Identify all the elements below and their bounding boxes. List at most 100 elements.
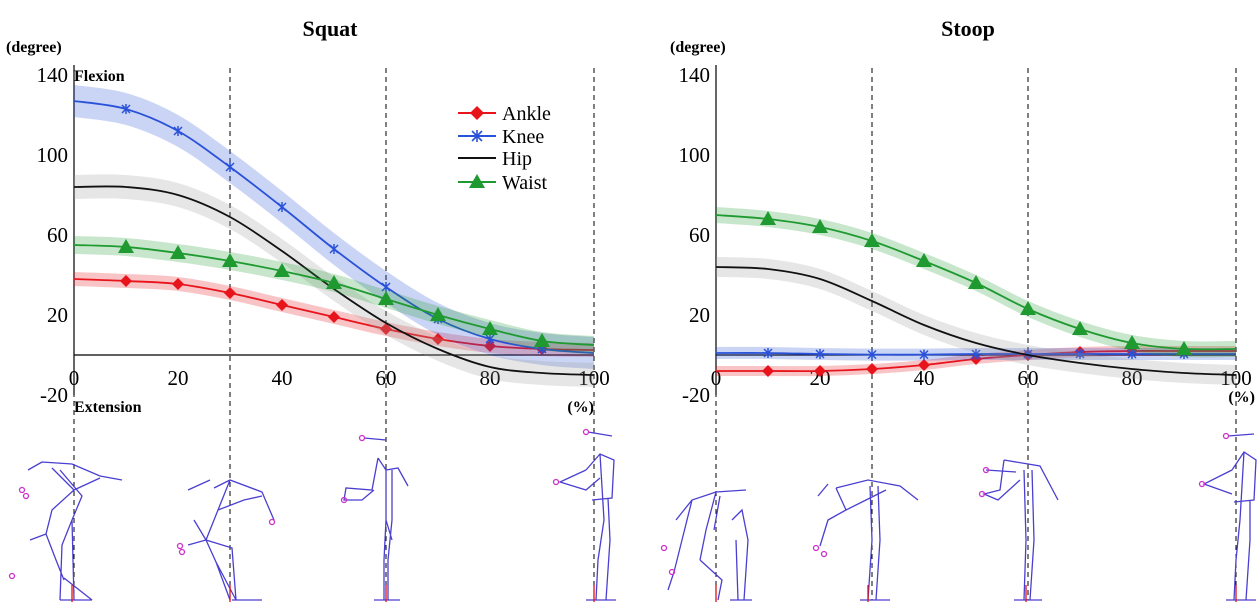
squat-marker-knee-5 bbox=[329, 244, 339, 254]
legend: Ankle Knee Hip Waist bbox=[458, 103, 551, 194]
stoop-series-knee bbox=[715, 346, 1236, 361]
stoop-marker-knee-4 bbox=[919, 349, 929, 360]
stoop-y-tick-2: 60 bbox=[689, 223, 710, 247]
stoop-marker-knee-6 bbox=[1023, 349, 1033, 359]
squat-marker-waist-4 bbox=[274, 263, 290, 277]
squat-marker-ankle-6 bbox=[380, 323, 392, 335]
stoop-y-tick-0: 140 bbox=[679, 63, 711, 87]
stoop-marker-waist-7 bbox=[1072, 321, 1088, 335]
stoop-marker-waist-6 bbox=[1020, 301, 1036, 315]
stoop-x-unit: (%) bbox=[1228, 389, 1255, 406]
stick-figure-stoop-60 bbox=[978, 459, 1059, 602]
stoop-title: Stoop bbox=[941, 16, 995, 41]
squat-y-tick-1: 100 bbox=[37, 143, 69, 167]
squat-marker-knee-6 bbox=[381, 282, 391, 292]
squat-marker-waist-7 bbox=[430, 307, 446, 321]
squat-marker-ankle-7 bbox=[432, 333, 444, 345]
legend-item-waist: Waist bbox=[458, 172, 547, 194]
flexion-label: Flexion bbox=[74, 68, 125, 85]
squat-x-tick-5: 100 bbox=[578, 366, 610, 390]
stick-figure-squat-30 bbox=[176, 479, 276, 602]
squat-marker-knee-1 bbox=[121, 104, 131, 114]
stoop-marker-waist-3 bbox=[864, 233, 880, 247]
legend-label-ankle: Ankle bbox=[502, 103, 551, 125]
squat-x-tick-2: 40 bbox=[272, 366, 293, 390]
legend-item-ankle: Ankle bbox=[458, 103, 551, 125]
stoop-marker-waist-4 bbox=[916, 253, 932, 267]
stoop-marker-knee-3 bbox=[867, 349, 877, 360]
squat-marker-knee-3 bbox=[225, 162, 235, 172]
squat-marker-waist-9 bbox=[534, 333, 550, 347]
squat-marker-ankle-4 bbox=[276, 299, 288, 311]
squat-x-tick-1: 20 bbox=[168, 366, 189, 390]
squat-y-tick-4: -20 bbox=[40, 383, 68, 407]
posture-stick-figures bbox=[8, 428, 1257, 602]
stoop-marker-waist-8 bbox=[1124, 335, 1140, 349]
squat-marker-knee-4 bbox=[277, 202, 287, 212]
stoop-marker-knee-2 bbox=[815, 349, 825, 359]
stoop-marker-knee-7 bbox=[1075, 349, 1085, 359]
squat-x-tick-3: 60 bbox=[376, 366, 397, 390]
legend-label-waist: Waist bbox=[502, 172, 547, 194]
stoop-marker-ankle-1 bbox=[762, 365, 774, 377]
squat-marker-ankle-5 bbox=[328, 311, 340, 323]
stoop-y-tick-4: -20 bbox=[682, 383, 710, 407]
stoop-marker-ankle-3 bbox=[866, 363, 878, 375]
stoop-marker-ankle-4 bbox=[918, 359, 930, 371]
squat-marker-ankle-3 bbox=[224, 287, 236, 299]
stoop-marker-waist-9 bbox=[1176, 341, 1192, 355]
squat-plot: 140 100 60 20 -200 20 40 60 80 100 bbox=[37, 63, 610, 600]
legend-label-hip: Hip bbox=[502, 148, 532, 170]
stick-figure-squat-0 bbox=[8, 461, 123, 602]
squat-title: Squat bbox=[302, 16, 358, 41]
squat-marker-knee-8 bbox=[485, 334, 495, 344]
stoop-marker-waist-1 bbox=[760, 211, 776, 225]
stoop-x-tick-5: 100 bbox=[1220, 366, 1252, 390]
squat-x-tick-4: 80 bbox=[480, 366, 501, 390]
squat-marker-waist-6 bbox=[378, 291, 394, 305]
squat-marker-waist-8 bbox=[482, 321, 498, 335]
squat-y-tick-0: 140 bbox=[37, 63, 69, 87]
stick-figure-squat-100 bbox=[552, 428, 616, 602]
squat-marker-knee-2 bbox=[173, 126, 183, 136]
squat-marker-ankle-1 bbox=[120, 275, 132, 287]
stick-figure-stoop-30 bbox=[812, 479, 919, 602]
stick-figure-stoop-0 bbox=[660, 489, 752, 602]
stoop-marker-waist-2 bbox=[812, 219, 828, 233]
stoop-y-tick-1: 100 bbox=[679, 143, 711, 167]
squat-marker-waist-5 bbox=[326, 275, 342, 289]
stoop-series-waist bbox=[715, 207, 1237, 358]
squat-marker-waist-2 bbox=[170, 245, 186, 259]
stick-figure-stoop-100 bbox=[1198, 432, 1257, 602]
stoop-x-tick-4: 80 bbox=[1122, 366, 1143, 390]
stoop-y-unit: (degree) bbox=[670, 39, 726, 56]
stoop-marker-knee-1 bbox=[763, 348, 773, 358]
squat-series-waist bbox=[73, 236, 595, 354]
squat-y-tick-3: 20 bbox=[47, 303, 68, 327]
stoop-x-tick-1: 20 bbox=[810, 366, 831, 390]
squat-y-tick-2: 60 bbox=[47, 223, 68, 247]
stoop-x-tick-3: 60 bbox=[1018, 366, 1039, 390]
extension-label: Extension bbox=[74, 399, 142, 416]
squat-x-tick-0: 0 bbox=[69, 366, 80, 390]
legend-label-knee: Knee bbox=[502, 126, 544, 148]
stoop-x-tick-2: 40 bbox=[914, 366, 935, 390]
squat-marker-waist-3 bbox=[222, 253, 238, 267]
stoop-marker-knee-8 bbox=[1127, 349, 1137, 359]
squat-y-unit: (degree) bbox=[6, 39, 62, 56]
squat-band-waist bbox=[74, 236, 594, 354]
stoop-plot: 140 100 60 20 -200 20 40 60 80 100 bbox=[679, 63, 1252, 600]
squat-marker-ankle-2 bbox=[172, 278, 184, 290]
stoop-series-hip bbox=[715, 257, 1237, 385]
squat-band-knee bbox=[74, 85, 594, 369]
stoop-marker-waist-5 bbox=[968, 275, 984, 289]
legend-item-hip: Hip bbox=[458, 148, 532, 170]
stick-figure-squat-60 bbox=[340, 434, 409, 602]
stoop-marker-ankle-2 bbox=[814, 365, 826, 377]
stoop-line-hip bbox=[715, 266, 1237, 376]
legend-item-knee: Knee bbox=[458, 126, 544, 148]
stoop-marker-knee-5 bbox=[971, 349, 981, 359]
squat-marker-waist-1 bbox=[118, 239, 134, 253]
stoop-y-tick-3: 20 bbox=[689, 303, 710, 327]
